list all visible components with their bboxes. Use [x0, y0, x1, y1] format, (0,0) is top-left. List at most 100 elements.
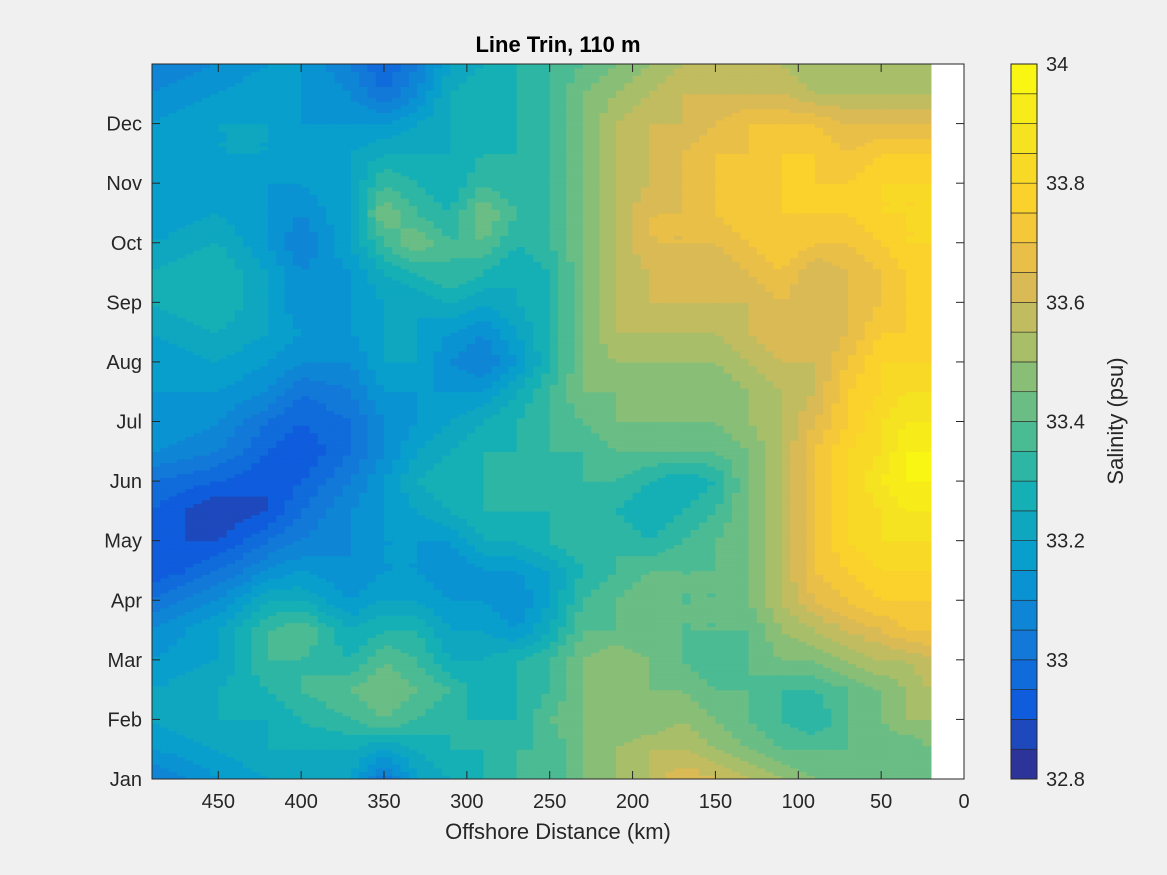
contour-cell	[897, 678, 907, 683]
contour-cell	[732, 719, 741, 724]
contour-cell	[906, 637, 915, 642]
contour-cell	[715, 603, 725, 609]
contour-cell	[864, 764, 874, 769]
contour-cell	[599, 585, 609, 590]
contour-cell	[732, 726, 741, 732]
contour-cell	[375, 704, 385, 709]
contour-cell	[508, 685, 518, 691]
contour-cell	[193, 630, 203, 635]
contour-cell	[897, 674, 907, 680]
contour-cell	[798, 630, 808, 635]
contour-cell	[234, 693, 244, 698]
contour-cell	[814, 749, 824, 754]
contour-cell	[906, 659, 915, 665]
contour-cell	[276, 741, 286, 747]
contour-cell	[715, 637, 725, 642]
contour-cell	[839, 726, 849, 732]
contour-cell	[176, 615, 186, 620]
contour-cell	[185, 678, 195, 683]
contour-cell	[914, 652, 924, 657]
contour-cell	[218, 607, 228, 613]
contour-cell	[657, 652, 667, 657]
contour-cell	[160, 626, 170, 631]
contour-cell	[740, 596, 750, 601]
contour-cell	[350, 652, 360, 657]
contour-cell	[549, 581, 559, 586]
contour-cell	[193, 641, 203, 646]
contour-cell	[549, 697, 559, 702]
contour-cell	[541, 711, 551, 717]
contour-cell	[466, 633, 476, 639]
contour-cell	[176, 618, 186, 624]
contour-cell	[292, 693, 302, 698]
contour-cell	[334, 600, 344, 605]
contour-cell	[425, 618, 435, 624]
contour-cell	[715, 622, 725, 627]
contour-cell	[408, 671, 418, 676]
contour-cell	[632, 644, 642, 650]
contour-cell	[814, 633, 824, 639]
contour-cell	[823, 630, 833, 635]
contour-cell	[872, 749, 882, 754]
contour-cell	[334, 682, 344, 687]
contour-cell	[243, 745, 253, 750]
contour-cell	[566, 715, 576, 721]
contour-cell	[599, 596, 609, 601]
contour-cell	[326, 745, 335, 750]
contour-cell	[417, 723, 427, 728]
contour-cell	[326, 693, 335, 698]
contour-cell	[425, 764, 435, 769]
contour-cell	[433, 771, 443, 776]
contour-cell	[698, 771, 708, 776]
contour-cell	[765, 618, 775, 624]
contour-cell	[823, 734, 833, 739]
contour-cell	[268, 648, 277, 653]
contour-cell	[707, 708, 717, 713]
contour-cell	[607, 663, 617, 668]
contour-cell	[450, 760, 460, 765]
contour-cell	[806, 734, 816, 739]
contour-cell	[682, 596, 692, 601]
contour-cell	[640, 585, 650, 590]
contour-cell	[210, 585, 219, 590]
contour-cell	[624, 626, 634, 631]
contour-cell	[558, 637, 567, 642]
contour-cell	[176, 596, 186, 601]
contour-cell	[607, 704, 617, 709]
contour-cell	[326, 689, 335, 694]
contour-cell	[152, 697, 161, 702]
contour-cell	[442, 611, 451, 616]
contour-cell	[922, 730, 932, 735]
contour-cell	[582, 741, 592, 747]
contour-cell	[483, 644, 493, 650]
contour-cell	[649, 618, 659, 624]
contour-cell	[516, 738, 526, 743]
contour-cell	[748, 771, 758, 776]
contour-cell	[748, 589, 758, 594]
contour-cell	[889, 611, 899, 616]
contour-cell	[591, 738, 601, 743]
contour-cell	[176, 581, 186, 586]
contour-cell	[872, 756, 882, 761]
contour-cell	[475, 704, 485, 709]
contour-cell	[889, 775, 899, 779]
contour-cell	[450, 715, 460, 721]
contour-cell	[582, 682, 592, 687]
contour-cell	[872, 674, 882, 680]
contour-cell	[814, 734, 824, 739]
contour-cell	[922, 682, 932, 687]
contour-cell	[168, 775, 178, 779]
contour-cell	[839, 607, 849, 613]
contour-cell	[500, 711, 509, 717]
contour-cell	[906, 685, 915, 691]
contour-cell	[707, 767, 717, 773]
contour-cell	[500, 589, 509, 594]
contour-cell	[384, 730, 393, 735]
contour-cell	[359, 767, 369, 773]
contour-cell	[301, 659, 311, 665]
contour-cell	[839, 663, 849, 668]
contour-cell	[326, 756, 335, 761]
contour-cell	[317, 730, 327, 735]
contour-cell	[781, 775, 791, 779]
contour-cell	[168, 659, 178, 665]
